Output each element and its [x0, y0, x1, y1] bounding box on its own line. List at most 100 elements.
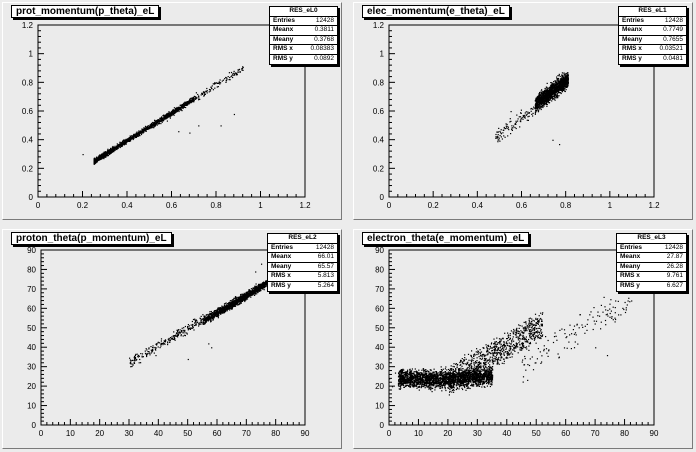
data-point [218, 307, 220, 309]
data-point [232, 304, 234, 306]
data-point [536, 100, 538, 102]
data-point [134, 358, 136, 360]
data-point [233, 73, 235, 75]
data-point [114, 147, 117, 149]
data-point [535, 100, 537, 102]
data-point [547, 89, 549, 91]
data-point [189, 328, 192, 330]
data-point [215, 312, 217, 314]
data-point [535, 105, 537, 107]
data-point [130, 360, 132, 362]
data-point [258, 288, 260, 290]
data-point [237, 71, 239, 73]
data-point [255, 285, 257, 287]
data-point [249, 294, 251, 296]
data-point [231, 306, 234, 308]
x-tick-label: 0 [39, 429, 44, 438]
data-point [178, 110, 180, 113]
data-point [135, 135, 137, 137]
data-point [153, 127, 155, 129]
data-point [241, 300, 243, 302]
data-point [217, 314, 219, 316]
data-point [546, 89, 548, 91]
data-point [512, 127, 514, 129]
data-point [209, 317, 211, 319]
data-point [100, 155, 102, 158]
data-point [258, 289, 260, 291]
data-point [234, 296, 236, 298]
stat-value: 0.7749 [663, 26, 683, 34]
data-point [160, 345, 162, 347]
data-point [558, 84, 560, 86]
data-point [106, 152, 108, 155]
data-point [212, 313, 214, 315]
data-point [121, 144, 124, 146]
data-point [158, 121, 161, 123]
data-point [240, 293, 242, 295]
data-point [167, 341, 169, 343]
data-point [180, 335, 182, 337]
data-point [547, 89, 549, 91]
data-point [112, 145, 114, 148]
data-point [167, 116, 169, 118]
data-point [193, 101, 195, 103]
data-point [183, 102, 185, 104]
data-point [537, 96, 539, 98]
data-point [170, 114, 172, 116]
data-point [247, 291, 249, 293]
data-point [565, 85, 567, 87]
data-point [198, 95, 200, 97]
data-point [537, 95, 539, 97]
data-point [108, 153, 111, 155]
data-point [153, 126, 155, 128]
data-point [564, 81, 567, 83]
data-point [242, 298, 244, 300]
data-point [262, 286, 264, 289]
data-point [152, 347, 154, 349]
data-point [536, 99, 538, 101]
data-point [181, 104, 183, 106]
data-point [514, 126, 516, 129]
data-point [496, 131, 498, 133]
data-point [96, 160, 98, 162]
data-point [225, 309, 227, 311]
data-point [218, 310, 221, 312]
data-point [133, 362, 136, 364]
y-tick-label: 40 [27, 343, 36, 352]
data-point [548, 102, 550, 104]
data-point [541, 105, 543, 107]
data-point [153, 122, 155, 124]
data-point [562, 75, 564, 77]
data-point [172, 112, 174, 114]
data-point [114, 149, 116, 151]
data-point [538, 101, 540, 103]
data-point [540, 93, 542, 95]
stat-value: 0.3811 [314, 26, 334, 34]
data-point [100, 158, 102, 160]
data-point [101, 157, 103, 159]
data-point [261, 284, 263, 286]
data-point [537, 109, 539, 111]
data-point [136, 359, 138, 361]
data-point [258, 286, 260, 288]
data-point [252, 293, 254, 296]
data-point [132, 138, 134, 141]
data-point [151, 350, 153, 353]
data-point [251, 289, 253, 292]
data-point [548, 87, 550, 89]
data-point [162, 342, 164, 345]
data-point [552, 97, 554, 99]
data-point [94, 160, 96, 162]
x-tick-label: 1 [258, 201, 263, 210]
data-point [243, 295, 245, 297]
data-point [556, 93, 558, 95]
data-point [196, 96, 198, 98]
x-tick-label: 60 [213, 429, 222, 438]
data-point [503, 129, 505, 131]
data-point [566, 81, 569, 83]
data-point [159, 347, 161, 349]
data-point [185, 106, 187, 109]
data-point [549, 89, 551, 91]
data-point [198, 125, 200, 127]
data-point [170, 338, 172, 340]
